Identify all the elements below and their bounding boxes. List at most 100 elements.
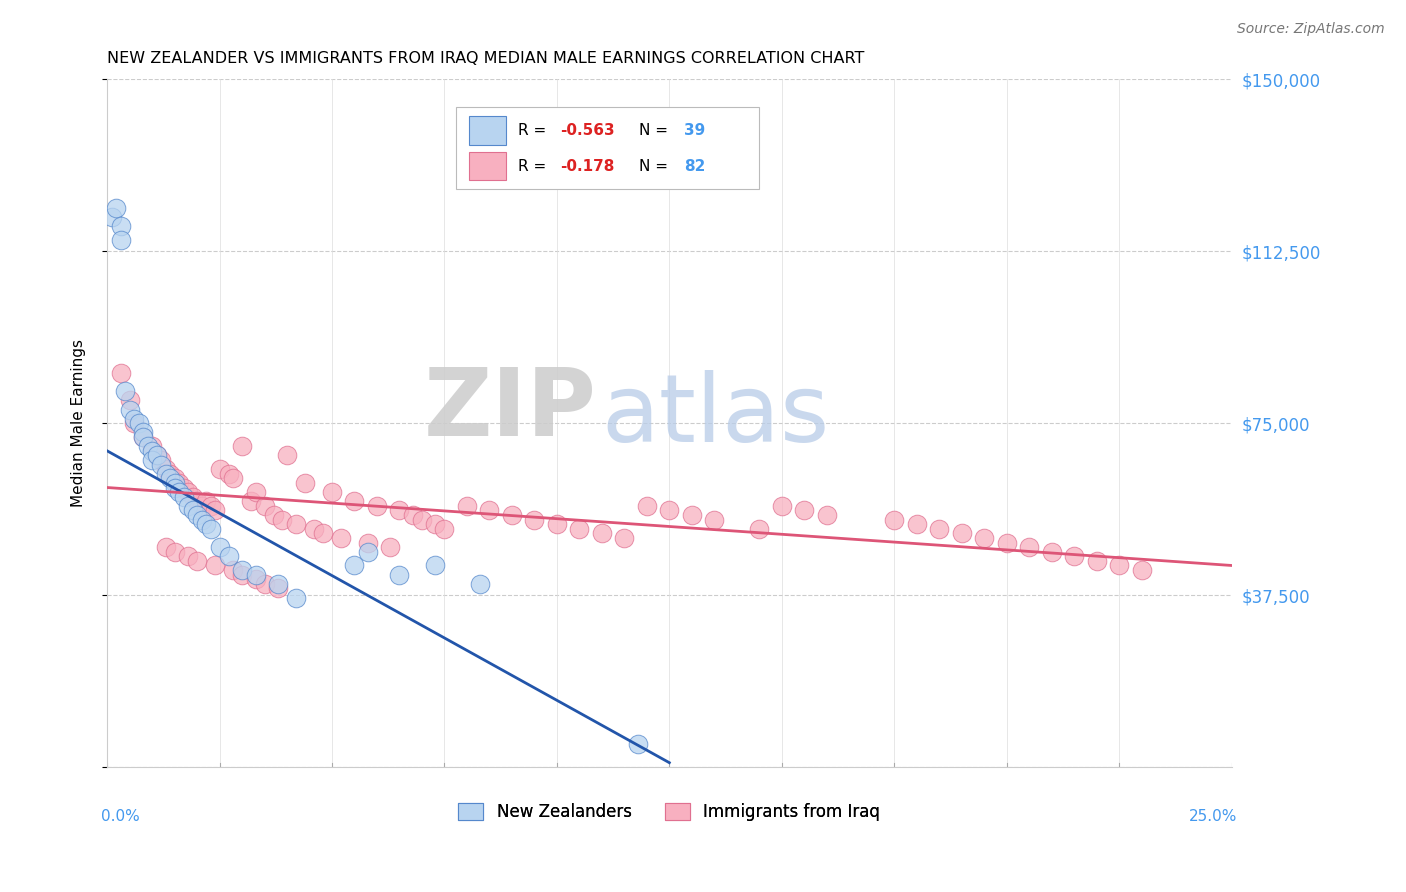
- Point: [132, 430, 155, 444]
- Point: [793, 503, 815, 517]
- Point: [245, 567, 267, 582]
- Point: [231, 439, 253, 453]
- Point: [950, 526, 973, 541]
- Point: [312, 526, 335, 541]
- Point: [276, 449, 298, 463]
- Point: [330, 531, 353, 545]
- Point: [591, 526, 613, 541]
- Point: [195, 494, 218, 508]
- Point: [208, 540, 231, 554]
- Point: [357, 545, 380, 559]
- Point: [190, 513, 212, 527]
- Point: [285, 591, 308, 605]
- Point: [155, 462, 177, 476]
- Point: [132, 430, 155, 444]
- Point: [883, 513, 905, 527]
- Point: [141, 439, 163, 453]
- Point: [253, 577, 276, 591]
- Point: [186, 494, 208, 508]
- Point: [411, 513, 433, 527]
- Point: [195, 517, 218, 532]
- Point: [145, 449, 167, 463]
- Text: N =: N =: [638, 159, 673, 174]
- Point: [1130, 563, 1153, 577]
- Point: [114, 384, 136, 399]
- Point: [636, 499, 658, 513]
- Point: [928, 522, 950, 536]
- Point: [159, 467, 181, 481]
- Point: [470, 577, 492, 591]
- Point: [905, 517, 928, 532]
- Text: Source: ZipAtlas.com: Source: ZipAtlas.com: [1237, 22, 1385, 37]
- Point: [163, 545, 186, 559]
- Text: -0.563: -0.563: [560, 123, 614, 137]
- Point: [141, 453, 163, 467]
- Point: [425, 558, 447, 573]
- Point: [627, 737, 650, 751]
- Point: [218, 549, 240, 564]
- Point: [181, 490, 204, 504]
- Point: [973, 531, 995, 545]
- Point: [995, 535, 1018, 549]
- Point: [177, 485, 200, 500]
- Point: [748, 522, 770, 536]
- Point: [568, 522, 591, 536]
- Point: [155, 540, 177, 554]
- Point: [132, 425, 155, 440]
- Point: [110, 219, 132, 233]
- Point: [770, 499, 793, 513]
- Point: [343, 558, 366, 573]
- Point: [159, 471, 181, 485]
- Text: R =: R =: [517, 159, 551, 174]
- Text: atlas: atlas: [602, 370, 830, 462]
- Point: [681, 508, 703, 522]
- Point: [613, 531, 636, 545]
- Point: [1018, 540, 1040, 554]
- Point: [703, 513, 725, 527]
- Point: [173, 481, 195, 495]
- Point: [285, 517, 308, 532]
- FancyBboxPatch shape: [470, 116, 506, 145]
- Point: [294, 475, 316, 490]
- Text: 39: 39: [683, 123, 706, 137]
- Text: 25.0%: 25.0%: [1189, 808, 1237, 823]
- Point: [222, 563, 245, 577]
- Point: [231, 567, 253, 582]
- Point: [186, 508, 208, 522]
- Point: [388, 503, 411, 517]
- Point: [302, 522, 325, 536]
- Point: [105, 201, 128, 215]
- Point: [167, 475, 190, 490]
- Point: [240, 494, 263, 508]
- Point: [271, 513, 294, 527]
- Point: [523, 513, 546, 527]
- Text: R =: R =: [517, 123, 551, 137]
- Point: [118, 402, 141, 417]
- FancyBboxPatch shape: [456, 107, 759, 189]
- Point: [118, 393, 141, 408]
- Point: [267, 582, 290, 596]
- Point: [402, 508, 425, 522]
- Point: [658, 503, 681, 517]
- Point: [150, 453, 173, 467]
- Point: [110, 366, 132, 380]
- Point: [456, 499, 478, 513]
- Point: [163, 471, 186, 485]
- Point: [122, 411, 145, 425]
- Point: [815, 508, 838, 522]
- Legend: New Zealanders, Immigrants from Iraq: New Zealanders, Immigrants from Iraq: [458, 803, 880, 821]
- Point: [100, 210, 122, 224]
- Point: [343, 494, 366, 508]
- Point: [208, 462, 231, 476]
- Point: [110, 233, 132, 247]
- Point: [218, 467, 240, 481]
- Point: [388, 567, 411, 582]
- Point: [1085, 554, 1108, 568]
- Text: 0.0%: 0.0%: [101, 808, 141, 823]
- Point: [433, 522, 456, 536]
- Point: [128, 417, 150, 431]
- Point: [200, 522, 222, 536]
- Point: [380, 540, 402, 554]
- Point: [204, 558, 226, 573]
- Point: [200, 499, 222, 513]
